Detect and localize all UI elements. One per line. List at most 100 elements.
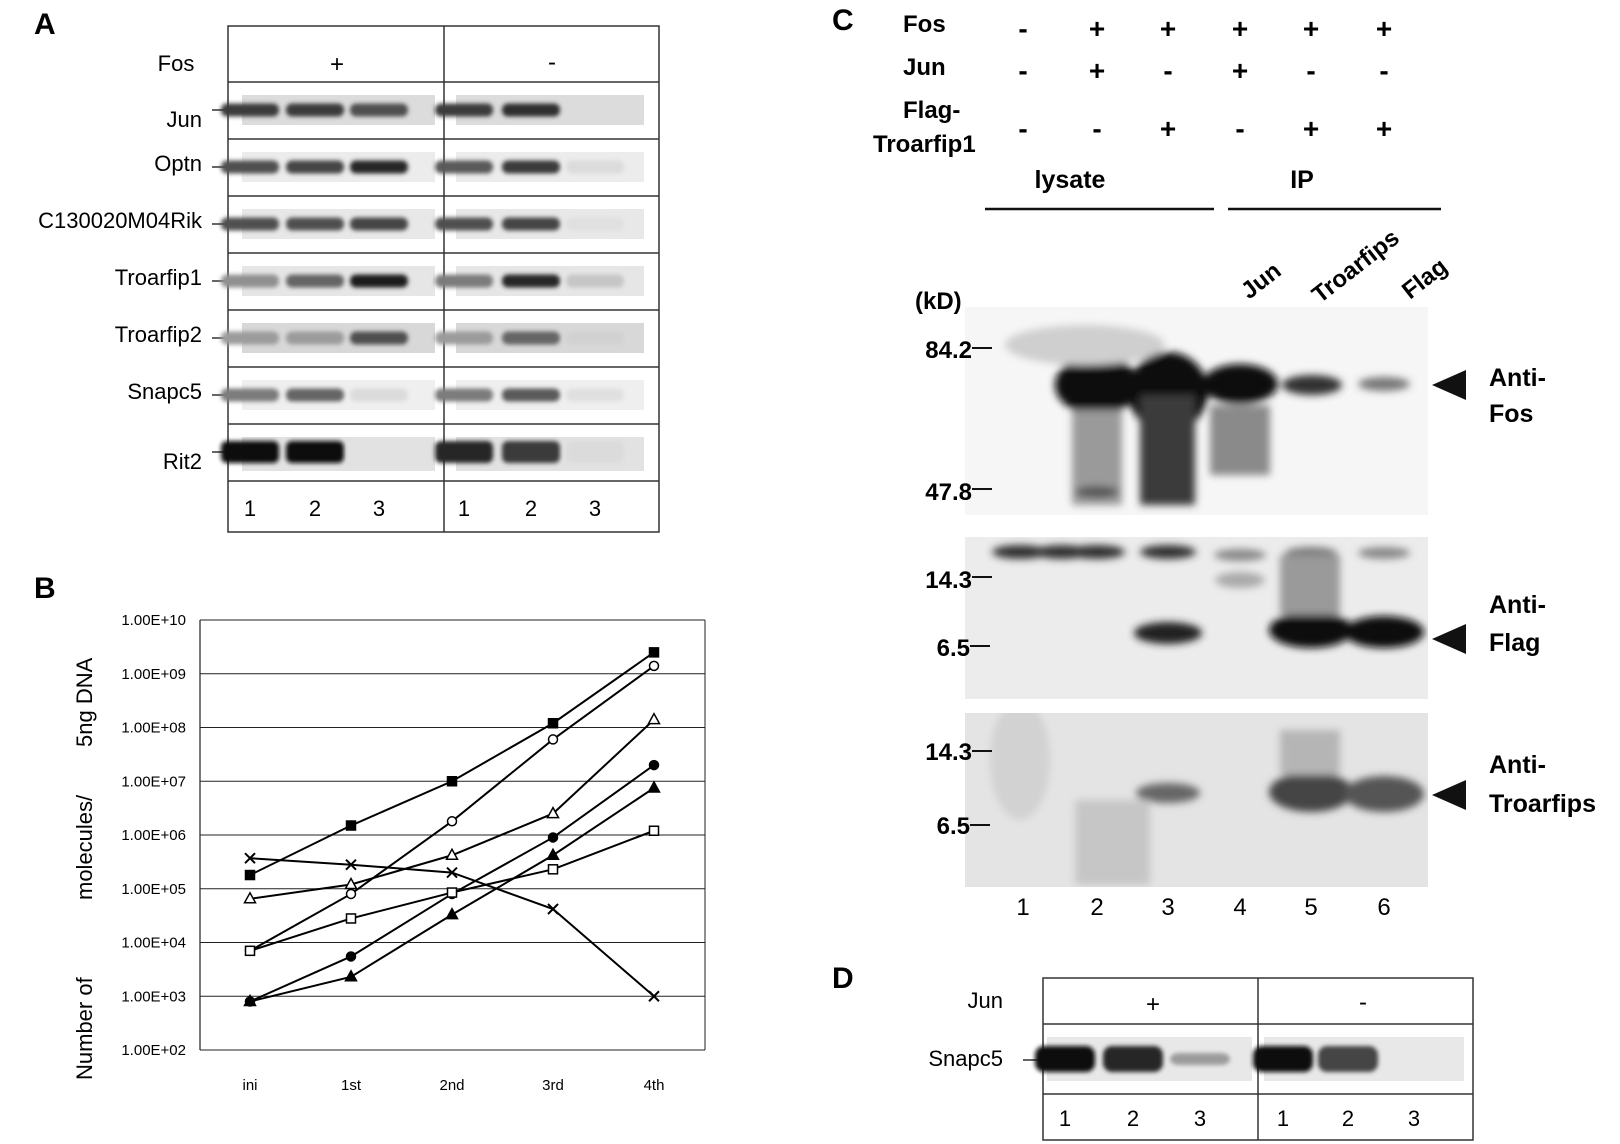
- x-tick-label: 1st: [341, 1077, 362, 1094]
- data-point-filled-circle: [648, 759, 660, 771]
- marker-47: 47.8: [925, 479, 972, 506]
- lane-number: 3: [1194, 1106, 1206, 1131]
- condition-label-flag: Flag-: [903, 97, 960, 124]
- ylabel-part: molecules/: [72, 794, 97, 900]
- blot-band: [990, 713, 1050, 820]
- blot-band: [1344, 616, 1424, 648]
- blot-band: [1280, 555, 1340, 615]
- data-point-cross: [345, 859, 357, 871]
- blot-band: [286, 274, 344, 288]
- blot-band: [502, 103, 560, 117]
- blot-band: [566, 441, 624, 463]
- marker-6-bot: 6.5: [937, 813, 970, 840]
- condition-value: +: [1303, 113, 1319, 144]
- condition-value: +: [1376, 13, 1392, 44]
- blot-band: [1202, 364, 1278, 404]
- antibody-label: Anti-: [1489, 751, 1546, 779]
- y-tick-label: 1.00E+07: [121, 773, 186, 790]
- blot-band: [435, 160, 493, 174]
- lane-number: 1: [244, 496, 256, 521]
- data-point-open-triangle: [647, 712, 661, 725]
- lane-number: 4: [1233, 894, 1246, 921]
- antibody-label: Anti-: [1489, 364, 1546, 392]
- ip-labels: Jun Troarfips Flag: [1236, 224, 1453, 309]
- blot-band: [502, 331, 560, 345]
- blot-band: [435, 217, 493, 231]
- row-label-troarfip1: Troarfip1: [115, 265, 202, 290]
- kd-label: (kD): [915, 288, 962, 315]
- y-tick-label: 1.00E+05: [121, 881, 186, 898]
- panel-c-conditions: Fos Jun Flag- Troarfip1: [873, 11, 976, 158]
- blot-band: [286, 331, 344, 345]
- y-tick-label: 1.00E+06: [121, 827, 186, 844]
- antibody-label: Flag: [1489, 629, 1540, 657]
- panel-b-letter: B: [34, 572, 56, 605]
- ip-label-flag: Flag: [1397, 253, 1453, 305]
- blot-band: [350, 160, 408, 174]
- blot-band: [1170, 1053, 1230, 1065]
- row-label-jun: Jun: [167, 107, 202, 132]
- blot-band: [1215, 572, 1265, 588]
- lane-number: 3: [1161, 894, 1174, 921]
- panel-a-lane-numbers: 1 2 3 1 2 3: [244, 496, 601, 521]
- blot-bot-content: [990, 713, 1424, 885]
- panel-c: C Fos Jun Flag- Troarfip1 - + + + + +- + - + - -- -…: [832, 4, 1596, 921]
- blot-band: [1136, 783, 1200, 803]
- condition-value: -: [1018, 113, 1027, 144]
- x-tick-label: 4th: [644, 1077, 665, 1094]
- row-label-rit2: Rit2: [163, 449, 202, 474]
- blot-band: [502, 274, 560, 288]
- ip-label-jun: Jun: [1236, 257, 1286, 305]
- data-point-filled-circle: [547, 832, 559, 843]
- lane-number: 3: [373, 496, 385, 521]
- blot-band: [350, 274, 408, 288]
- blot-band: [1103, 1046, 1163, 1072]
- blot-band: [221, 331, 279, 345]
- data-point-filled-square: [244, 869, 256, 881]
- panel-c-lane-numbers: 1 2 3 4 5 6: [1016, 894, 1390, 921]
- data-point-filled-triangle: [546, 847, 560, 861]
- data-point-open-circle: [547, 734, 559, 745]
- data-point-open-square: [547, 864, 559, 875]
- row-label-snapc5: Snapc5: [127, 379, 202, 404]
- condition-value: -: [1235, 113, 1244, 144]
- blot-band: [286, 160, 344, 174]
- panel-a-fos-plus: +: [330, 51, 344, 78]
- data-point-open-circle: [648, 660, 660, 672]
- panel-a-letter: A: [34, 8, 56, 41]
- data-point-open-triangle: [243, 891, 257, 904]
- panel-a-fos-label: Fos: [158, 51, 195, 76]
- panel-d-jun-plus: +: [1146, 991, 1160, 1018]
- arrowhead: [1432, 370, 1466, 400]
- data-point-cross: [244, 852, 256, 864]
- data-point-cross: [446, 866, 458, 879]
- condition-label-troarfip1: Troarfip1: [873, 131, 976, 158]
- condition-value: -: [1306, 55, 1315, 86]
- condition-value: +: [1303, 13, 1319, 44]
- blot-band: [1005, 325, 1165, 365]
- panel-d-letter: D: [832, 962, 854, 995]
- x-tick-label: 3rd: [542, 1077, 564, 1094]
- blot-band: [221, 103, 279, 117]
- blot-band: [1075, 800, 1150, 885]
- y-tick-label: 1.00E+08: [121, 720, 186, 737]
- blot-band: [286, 388, 344, 402]
- data-point-open-triangle: [445, 847, 459, 861]
- blot-band: [435, 331, 493, 345]
- lane-number: 1: [1016, 894, 1029, 921]
- blot-band: [1210, 405, 1270, 475]
- antibody-label: Troarfips: [1489, 790, 1596, 818]
- panel-c-condition-values: - + + + + + - + - + - - - - + - + +: [1018, 13, 1392, 144]
- lane-number: 1: [1059, 1106, 1071, 1131]
- blot-band: [1280, 730, 1340, 775]
- data-point-filled-triangle: [243, 993, 257, 1007]
- condition-value: -: [1379, 55, 1388, 86]
- blot-band: [1344, 776, 1424, 812]
- blot-band: [502, 388, 560, 402]
- blot-band: [566, 388, 624, 402]
- data-point-open-square: [446, 887, 458, 898]
- y-tick-label: 1.00E+09: [121, 666, 186, 683]
- condition-value: +: [1089, 55, 1105, 86]
- panel-d: D Jun + - Snapc5 1 2 3 1 2 3: [832, 962, 1474, 1141]
- y-tick-label: 1.00E+02: [121, 1042, 186, 1059]
